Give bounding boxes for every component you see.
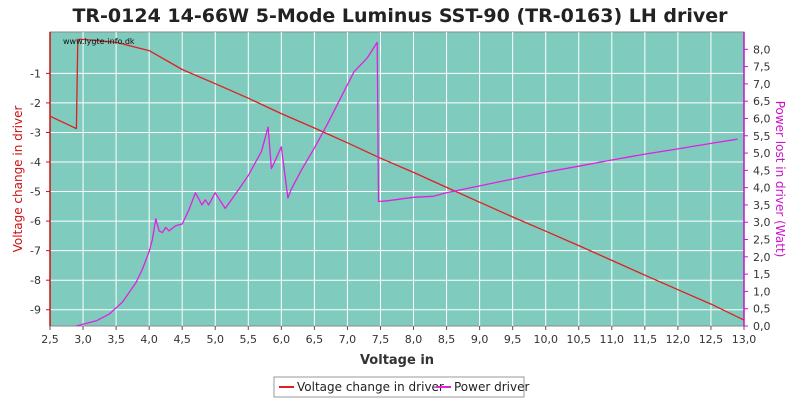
legend-box — [273, 376, 525, 398]
y-right-tick-label: 3,5 — [753, 199, 771, 212]
x-tick-label: 5,5 — [240, 333, 258, 346]
y-right-tick-label: 6,5 — [753, 95, 771, 108]
y-right-tick-label: 6,0 — [753, 112, 771, 125]
x-tick-label: 2,5 — [41, 333, 59, 346]
y-left-tick-label: -2 — [30, 97, 41, 110]
x-tick-label: 6,5 — [306, 333, 324, 346]
y-right-tick-label: 0,0 — [753, 320, 771, 333]
left-axis-ticks: -1 -2 -3 -4 -5 -6 -7 -8 -9 — [30, 67, 50, 317]
y-left-tick-label: -9 — [30, 304, 41, 317]
y-left-tick-label: -1 — [30, 67, 41, 80]
x-tick-label: 11,5 — [633, 333, 658, 346]
legend-label-voltage: Voltage change in driver — [297, 380, 444, 394]
plot-area — [49, 31, 745, 327]
legend-label-power: Power driver — [454, 380, 529, 394]
series-line-voltage-change — [49, 38, 745, 321]
y-left-tick-label: -6 — [30, 215, 41, 228]
x-tick-label: 8,5 — [438, 333, 456, 346]
y-right-tick-label: 4,5 — [753, 164, 771, 177]
y-left-tick-label: -5 — [30, 186, 41, 199]
y-right-tick-label: 1,0 — [753, 285, 771, 298]
x-tick-label: 10,0 — [533, 333, 558, 346]
x-tick-label: 13,0 — [732, 333, 757, 346]
y-right-tick-label: 4,0 — [753, 182, 771, 195]
y-axis-right-title: Power lost in driver (Watt) — [773, 101, 787, 258]
y-right-tick-label: 2,5 — [753, 234, 771, 247]
x-tick-label: 7,0 — [339, 333, 357, 346]
x-tick-label: 4,5 — [173, 333, 191, 346]
x-tick-label: 11,0 — [600, 333, 625, 346]
x-tick-label: 7,5 — [372, 333, 390, 346]
y-left-tick-label: -8 — [30, 274, 41, 287]
x-axis-title: Voltage in — [360, 353, 434, 368]
y-left-tick-label: -4 — [30, 156, 41, 169]
x-tick-label: 12,0 — [666, 333, 691, 346]
x-tick-label: 9,0 — [471, 333, 489, 346]
right-axis-ticks: 0,0 0,5 1,0 1,5 2,0 2,5 3,0 3,5 4,0 4,5 5,0 5,5 6,0 6… — [744, 43, 771, 333]
y-right-tick-label: 5,0 — [753, 147, 771, 160]
x-tick-label: 4,0 — [140, 333, 158, 346]
x-tick-label: 9,5 — [504, 333, 522, 346]
legend: Voltage change in driver Power driver — [273, 376, 529, 398]
x-tick-label: 8,0 — [405, 333, 423, 346]
x-tick-label: 12,5 — [699, 333, 724, 346]
y-right-tick-label: 0,5 — [753, 303, 771, 316]
y-right-tick-label: 2,0 — [753, 251, 771, 264]
x-tick-label: 3,5 — [107, 333, 125, 346]
watermark: www.lygte-info.dk — [63, 37, 135, 46]
y-left-tick-label: -3 — [30, 126, 41, 139]
y-right-tick-label: 7,5 — [753, 61, 771, 74]
series-line-power-driver — [76, 41, 738, 327]
x-axis-ticks: 2,5 3,0 3,5 4,0 4,5 5,0 5,5 6,0 6,5 7,0 7,5 8,0 8,5 9… — [41, 326, 756, 346]
x-tick-label: 5,0 — [206, 333, 224, 346]
x-tick-label: 10,5 — [567, 333, 592, 346]
y-right-tick-label: 8,0 — [753, 43, 771, 56]
chart-title: TR-0124 14-66W 5-Mode Luminus SST-90 (TR… — [72, 5, 728, 27]
y-right-tick-label: 3,0 — [753, 216, 771, 229]
series-group — [49, 38, 745, 327]
grid — [49, 32, 745, 326]
y-left-tick-label: -7 — [30, 245, 41, 258]
y-right-tick-label: 5,5 — [753, 130, 771, 143]
y-right-tick-label: 1,5 — [753, 268, 771, 281]
x-tick-label: 3,0 — [74, 333, 92, 346]
x-tick-label: 6,0 — [273, 333, 291, 346]
y-axis-left-title: Voltage change in driver — [11, 106, 25, 253]
y-right-tick-label: 7,0 — [753, 78, 771, 91]
